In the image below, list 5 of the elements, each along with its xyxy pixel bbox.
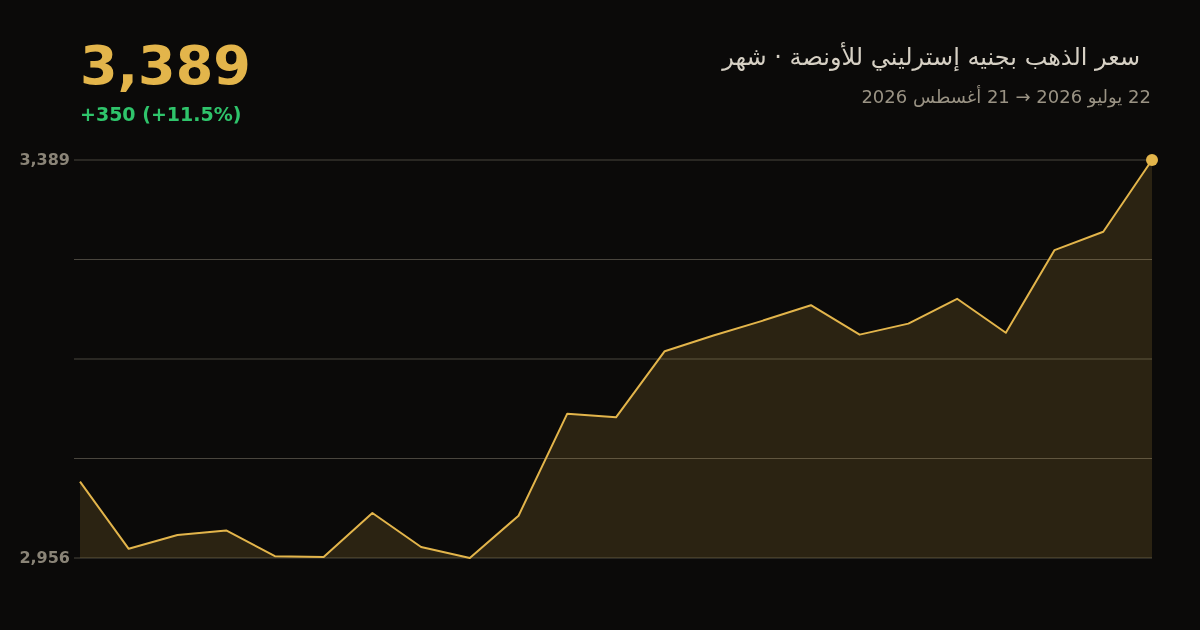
text: 3,389	[80, 34, 251, 97]
text: +350 (+11.5%)	[80, 103, 242, 125]
chart-subtitle: 22 يوليو 2026 → 21 أغسطس 2026	[861, 85, 1151, 108]
y-tick-label: 2,956	[19, 547, 70, 567]
chart-title: سعر الذهب بجنيه إسترليني للأونصة · شهر	[721, 42, 1140, 72]
